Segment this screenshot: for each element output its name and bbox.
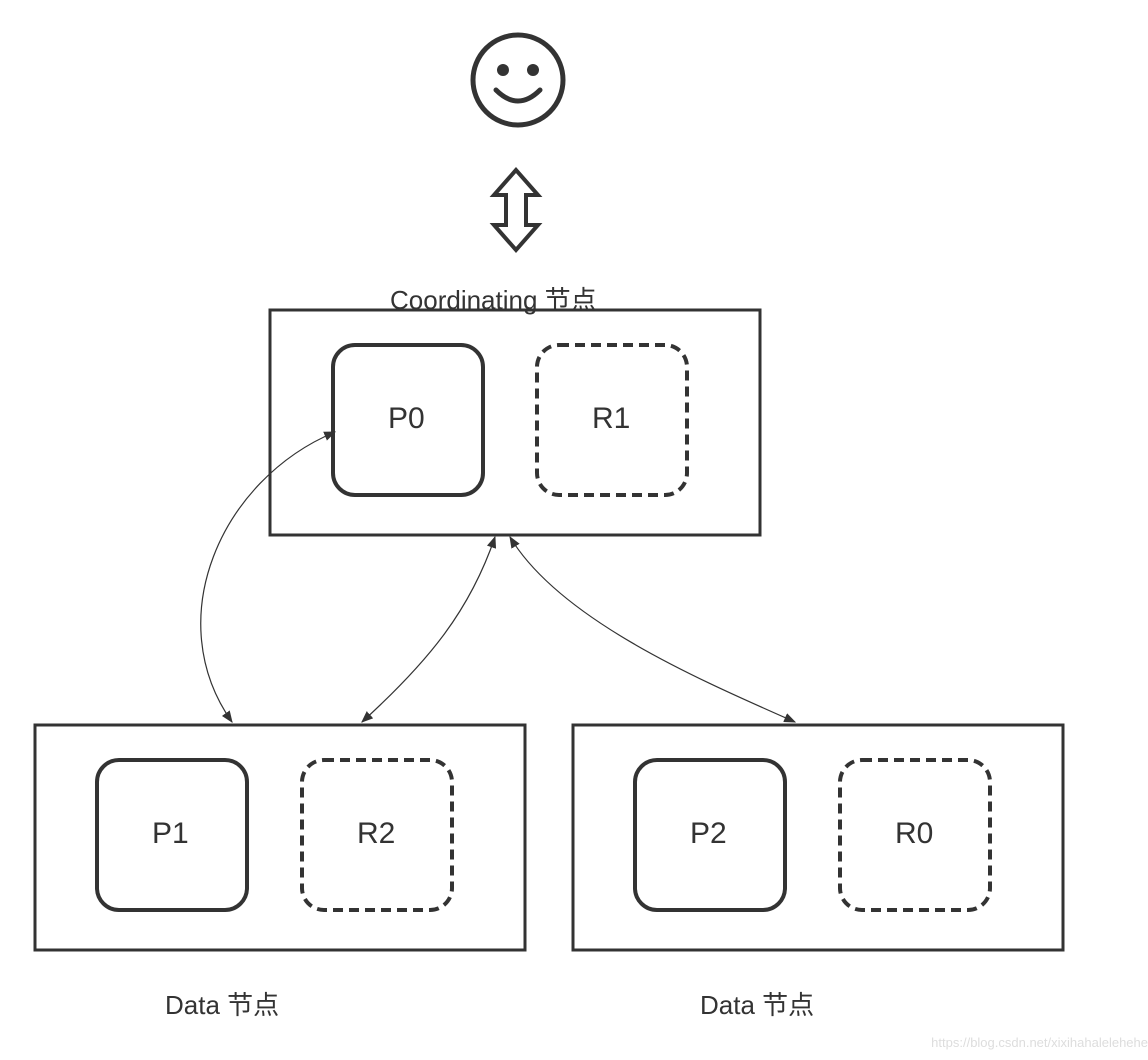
bidirectional-arrow-icon bbox=[494, 170, 538, 250]
shard-label-R2: R2 bbox=[357, 817, 395, 851]
shard-label-R1: R1 bbox=[592, 402, 630, 436]
edge-coord-to-right bbox=[510, 537, 795, 722]
watermark-text: https://blog.csdn.net/xixihahalelehehe bbox=[931, 1035, 1148, 1050]
edge-coord-to-left bbox=[201, 432, 335, 722]
node-label-data-right: Data 节点 bbox=[700, 985, 814, 1022]
shard-label-P0: P0 bbox=[388, 402, 425, 436]
diagram-svg bbox=[0, 0, 1148, 1055]
shard-label-P2: P2 bbox=[690, 817, 727, 851]
edge-coord-to-center bbox=[362, 537, 495, 722]
diagram-container: Coordinating 节点 P0 R1 Data 节点 P1 R2 Data 节点 P2 R… bbox=[0, 0, 1148, 1055]
node-label-coordinating: Coordinating 节点 bbox=[390, 280, 597, 317]
node-label-data-left: Data 节点 bbox=[165, 985, 279, 1022]
node-containers bbox=[35, 310, 1063, 950]
smiley-icon bbox=[473, 35, 563, 125]
shard-label-R0: R0 bbox=[895, 817, 933, 851]
shard-label-P1: P1 bbox=[152, 817, 189, 851]
edges bbox=[201, 432, 795, 722]
shard-boxes bbox=[97, 345, 990, 910]
